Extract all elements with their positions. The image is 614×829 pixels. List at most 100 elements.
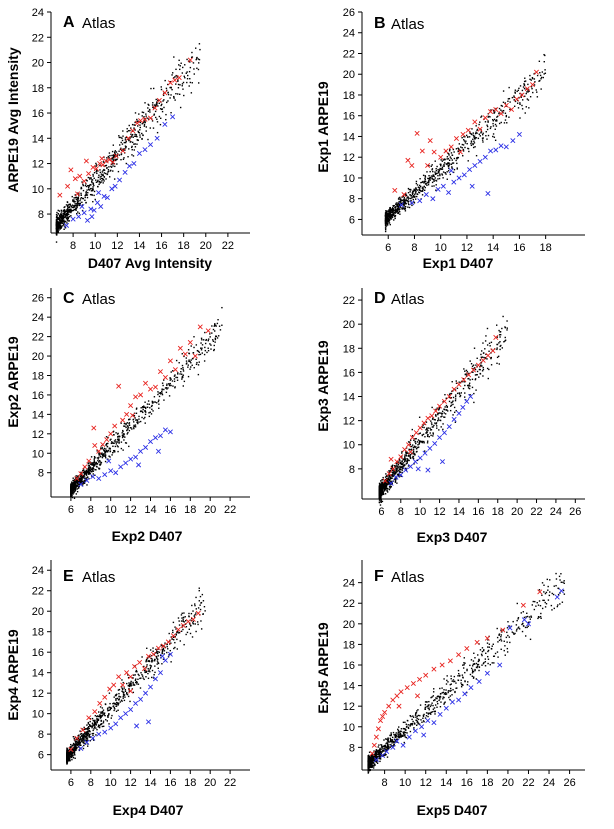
panel-e-point-unchanged [122,697,124,699]
panel-d-point-unchanged [387,477,389,480]
panel-a-point-unchanged [62,216,65,218]
panel-b-point-unchanged [475,125,477,127]
panel-e-point-unchanged [128,684,131,686]
panel-e-point-unchanged [168,632,170,635]
panel-b-point-down [456,175,462,181]
panel-b-point-unchanged [419,187,421,189]
panel-a-point-unchanged [58,218,60,221]
panel-c-point-unchanged [70,485,72,487]
panel-c-point-unchanged [94,469,96,471]
panel-c-point-unchanged [147,400,150,402]
panel-a-point-unchanged [122,135,124,137]
panel-d-point-unchanged [443,412,445,414]
panel-d-point-unchanged [427,427,430,429]
panel-a-point-unchanged [138,113,140,115]
panel-a-point-unchanged [117,170,120,173]
panel-e-point-unchanged [147,660,149,663]
panel-c-point-unchanged [72,484,75,487]
panel-c-point-unchanged [174,387,176,389]
panel-d-point-unchanged [390,485,392,488]
panel-c-point-unchanged [97,458,100,460]
panel-a-point-unchanged [114,152,116,154]
panel-c-point-unchanged [144,407,147,410]
panel-a-point-unchanged [141,122,143,125]
panel-a-point-unchanged [87,176,90,179]
panel-b-point-unchanged [523,80,526,83]
panel-c-point-unchanged [87,463,89,465]
panel-e-point-unchanged [126,693,129,696]
panel-a-point-unchanged [188,85,190,87]
panel-e-point-unchanged [107,707,109,709]
panel-c-point-unchanged [189,368,191,370]
panel-d-point-unchanged [378,499,381,501]
panel-a-point-unchanged [74,201,76,203]
panel-e-point-unchanged [87,732,90,735]
panel-c-point-unchanged [200,347,202,349]
panel-e-point-down [96,731,102,737]
panel-e-point-unchanged [88,736,91,738]
panel-d-point-unchanged [395,478,397,480]
panel-e-point-unchanged [178,620,180,622]
panel-d-point-unchanged [496,362,498,365]
panel-d-point-unchanged [401,469,404,471]
panel-e-point-unchanged [77,737,80,740]
panel-d-points [378,315,508,506]
panel-a-point-unchanged [152,87,155,90]
panel-d-point-unchanged [437,409,440,411]
panel-a-point-unchanged [121,143,124,145]
panel-b-point-up [533,69,539,75]
panel-a-point-unchanged [101,177,104,180]
panel-c-point-unchanged [116,441,118,443]
panel-a-point-unchanged [147,107,149,109]
panel-d-point-unchanged [422,424,424,426]
panel-d-point-unchanged [409,455,411,457]
panel-c-point-unchanged [131,428,133,430]
panel-c-point-unchanged [72,482,74,484]
panel-e-point-unchanged [84,736,87,738]
panel-d-point-unchanged [479,372,481,375]
panel-d-point-unchanged [378,486,381,489]
panel-b-point-unchanged [418,184,421,187]
panel-a-point-down [126,163,133,169]
panel-b-point-unchanged [500,104,503,107]
panel-d-point-unchanged [499,348,501,351]
panel-a-point-unchanged [107,171,109,173]
panel-a-point-unchanged [95,162,97,165]
panel-a-point-unchanged [84,184,87,187]
panel-e-point-unchanged [173,647,175,650]
panel-d-point-unchanged [381,491,384,493]
panel-d-point-unchanged [395,472,397,474]
panel-a-y-tick-label: 24 [32,7,44,19]
panel-e-point-unchanged [140,672,142,674]
panel-c-point-unchanged [70,495,72,497]
panel-b-y-tick-label: 22 [343,48,355,60]
panel-d-point-unchanged [459,395,461,398]
panel-e-point-unchanged [106,708,109,710]
panel-b-point-unchanged [444,158,446,161]
panel-d-point-unchanged [381,482,383,485]
panel-d-point-unchanged [445,409,448,411]
panel-a-point-unchanged [156,118,158,120]
panel-e-point-unchanged [145,660,147,663]
panel-b-point-unchanged [412,198,415,201]
panel-d-point-unchanged [392,469,394,472]
panel-e-point-down [118,715,124,721]
panel-b-point-unchanged [531,77,534,80]
panel-e-point-unchanged [79,733,82,735]
panel-c-point-up [100,441,106,448]
panel-e-points [66,587,206,765]
panel-b-point-unchanged [403,200,405,202]
panel-e-point-unchanged [124,696,126,698]
panel-d-point-unchanged [445,397,447,399]
panel-b-point-unchanged [509,101,511,103]
panel-a-point-unchanged [92,200,94,203]
panel-a-x-tick-label: 14 [133,240,145,252]
panel-d-point-unchanged [386,483,389,486]
panel-e-point-unchanged [100,711,102,713]
panel-d-point-unchanged [388,476,390,479]
panel-b-point-unchanged [461,143,464,146]
panel-c-point-unchanged [99,455,102,458]
panel-a-point-unchanged [189,81,192,84]
panel-e-point-unchanged [74,743,77,745]
panel-b-point-unchanged [524,112,526,114]
